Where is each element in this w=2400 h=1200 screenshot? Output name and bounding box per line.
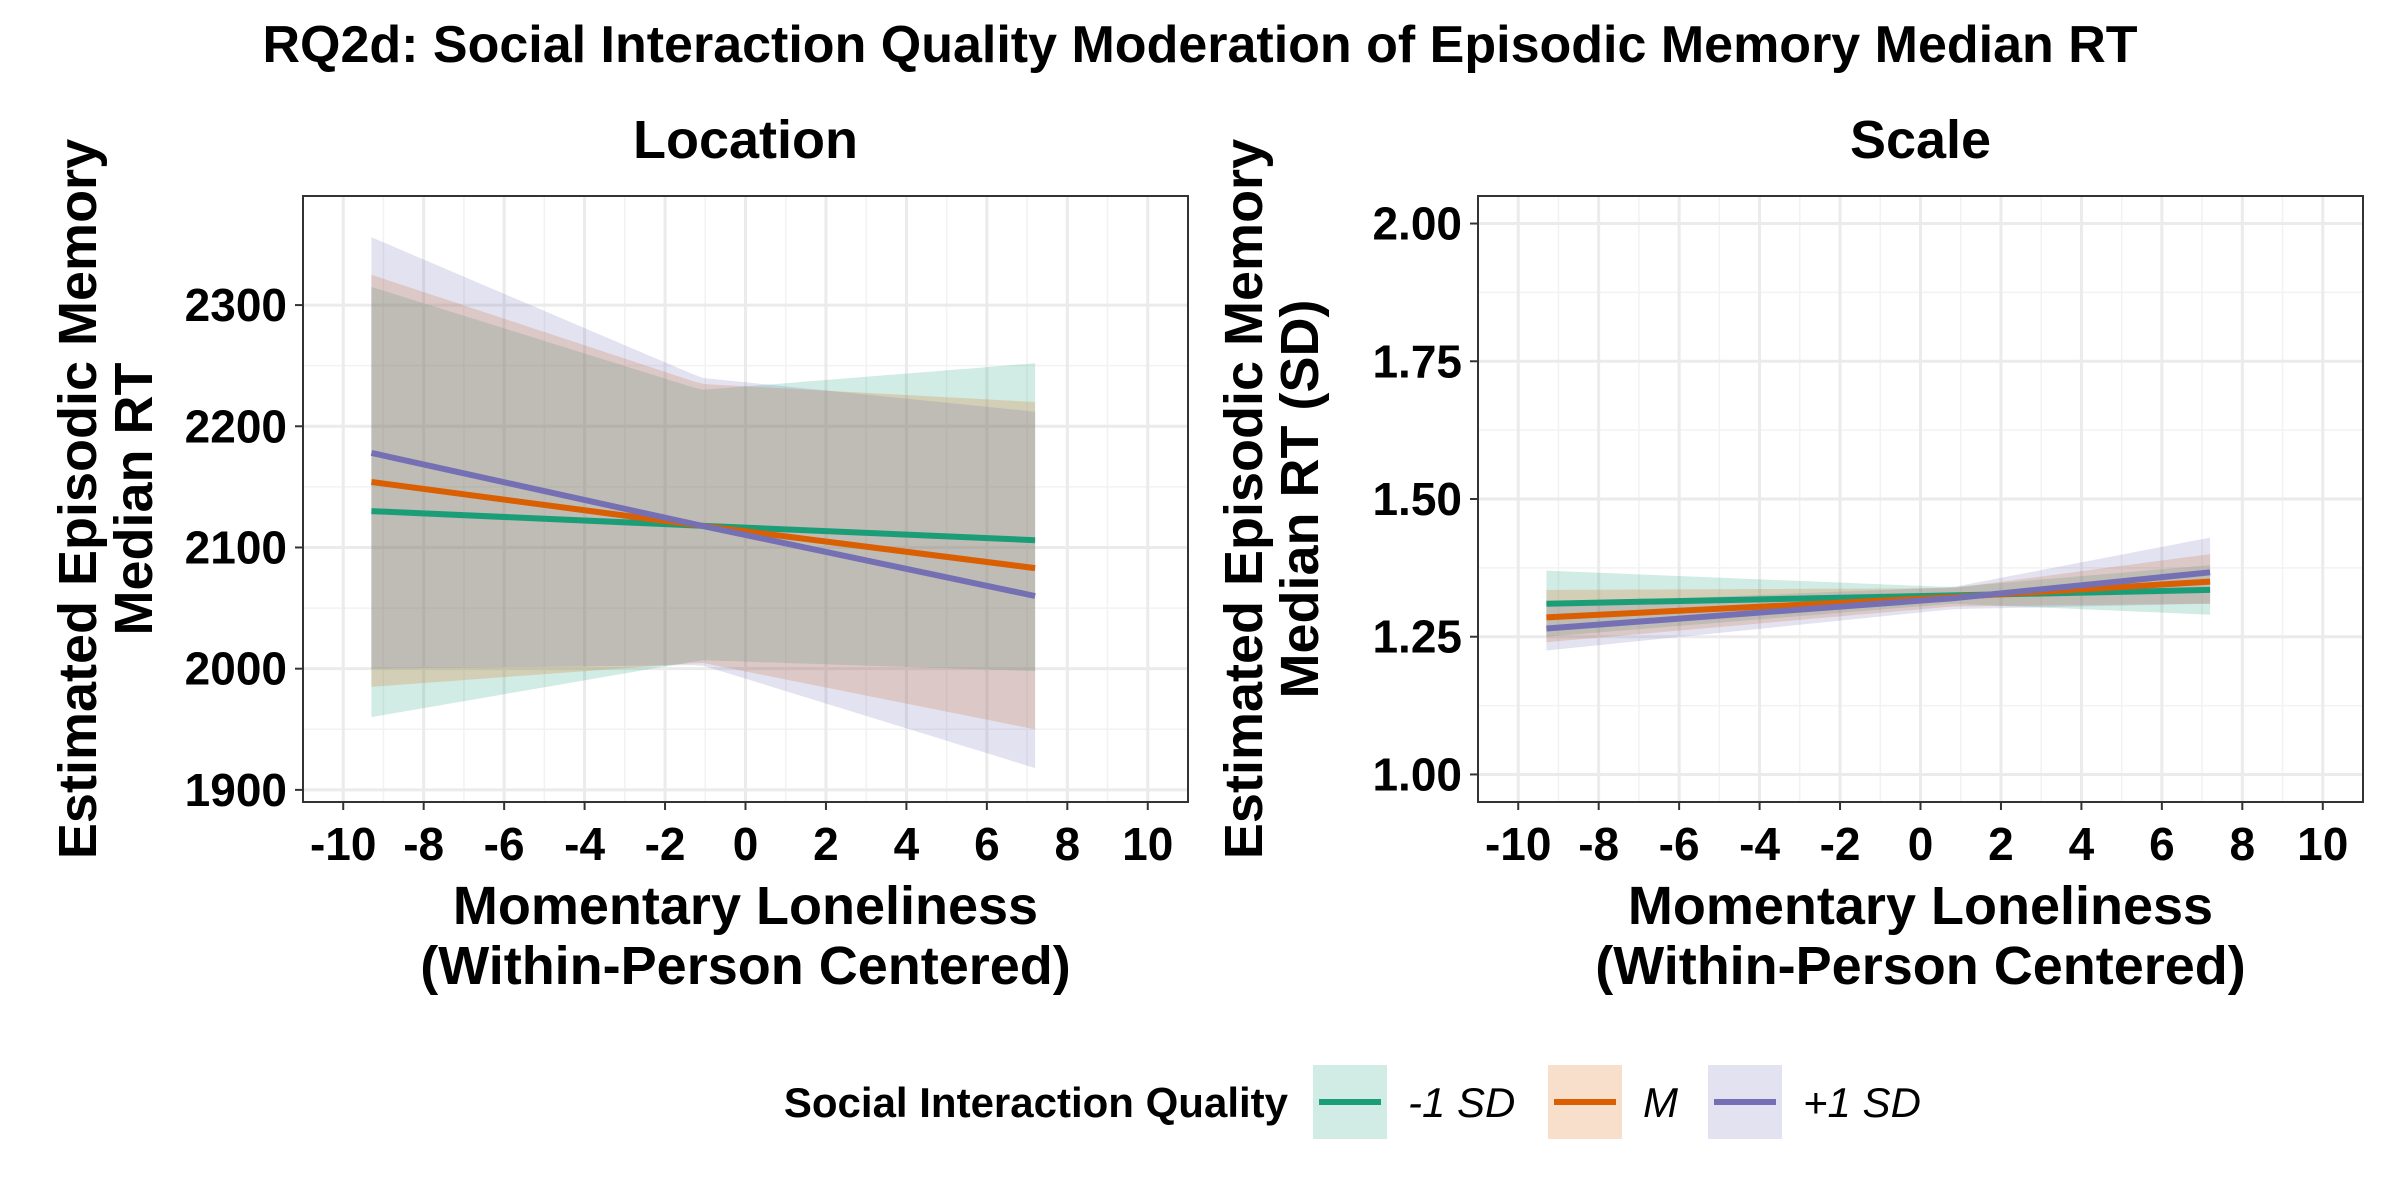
y-tick-label: 2100 [185, 521, 287, 573]
legend: Social Interaction Quality -1 SD M +1 SD [784, 1065, 1921, 1139]
x-axis-label-line-2: (Within-Person Centered) [1595, 936, 2246, 996]
y-tick-label: 1900 [185, 764, 287, 816]
x-tick-label: -6 [484, 818, 525, 870]
y-tick-label: 2200 [185, 400, 287, 452]
x-tick-label: -4 [1739, 818, 1780, 870]
x-tick-label: 0 [1908, 818, 1934, 870]
x-tick-label: -4 [564, 818, 605, 870]
y-tick-label: 1.75 [1372, 335, 1462, 387]
x-tick-label: -10 [1485, 818, 1551, 870]
panel-title: Scale [1850, 110, 1991, 170]
ci-ribbon--1 SD [371, 286, 1036, 718]
legend-label-M: M [1643, 1079, 1678, 1126]
series-line-+1 SD [1546, 569, 2211, 632]
x-tick-label: 6 [974, 818, 1000, 870]
y-axis-label-line-2: Median RT [104, 362, 164, 635]
legend-label--1 SD: -1 SD [1408, 1079, 1515, 1126]
y-tick-label: 2000 [185, 643, 287, 695]
legend-title: Social Interaction Quality [784, 1079, 1289, 1126]
x-tick-label: 10 [2297, 818, 2348, 870]
y-tick-label: 1.25 [1372, 611, 1462, 663]
legend-label-+1 SD: +1 SD [1803, 1079, 1921, 1126]
y-axis-label-line-1: Estimated Episodic Memory [1214, 139, 1274, 859]
x-tick-label: -10 [310, 818, 376, 870]
panel-scale: -10 -8 -6 -4 -2 0 2 4 6 8 10 1.00 1.25 1.50 1.75 2.00 Sc… [1214, 110, 2364, 996]
x-tick-label: -2 [1820, 818, 1861, 870]
x-axis-label-line-2: (Within-Person Centered) [420, 936, 1071, 996]
y-tick-label: 1.00 [1372, 748, 1462, 800]
panel-title: Location [633, 110, 858, 170]
ci-ribbon-+1 SD [371, 237, 1036, 769]
panel-location: -10 -8 -6 -4 -2 0 2 4 6 8 10 1900 2000 2100 2200 2300 Lo… [48, 110, 1189, 996]
x-tick-label: -8 [1578, 818, 1619, 870]
x-axis-label-line-1: Momentary Loneliness [1628, 876, 2213, 936]
y-axis-label-line-1: Estimated Episodic Memory [48, 139, 108, 859]
x-tick-label: 8 [2230, 818, 2256, 870]
series-line-+1 SD [370, 449, 1036, 599]
y-tick-label: 2.00 [1372, 198, 1462, 250]
x-tick-label: 2 [1988, 818, 2014, 870]
y-tick-label: 1.50 [1372, 473, 1462, 525]
x-tick-label: 10 [1122, 818, 1173, 870]
x-tick-label: -6 [1659, 818, 1700, 870]
x-tick-label: 2 [813, 818, 839, 870]
x-tick-label: 4 [2069, 818, 2095, 870]
ci-ribbon-M [371, 274, 1036, 730]
chart-title: RQ2d: Social Interaction Quality Moderat… [262, 16, 2137, 74]
x-tick-label: -2 [645, 818, 686, 870]
x-tick-label: 8 [1055, 818, 1081, 870]
x-axis-label-line-1: Momentary Loneliness [453, 876, 1038, 936]
y-axis-label-line-2: Median RT (SD) [1270, 300, 1330, 699]
panels: -10 -8 -6 -4 -2 0 2 4 6 8 1019002000210022002300Lo… [48, 110, 2364, 996]
x-tick-label: 6 [2149, 818, 2175, 870]
x-tick-label: 4 [894, 818, 920, 870]
x-tick-label: -8 [403, 818, 444, 870]
y-tick-label: 2300 [185, 279, 287, 331]
x-tick-label: 0 [733, 818, 759, 870]
